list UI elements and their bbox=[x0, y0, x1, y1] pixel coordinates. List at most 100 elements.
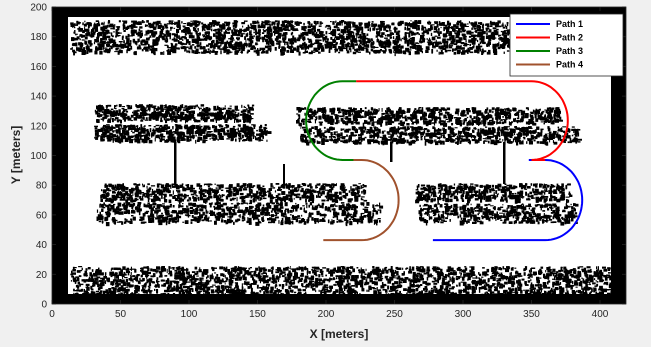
obstacle-blob bbox=[378, 278, 383, 282]
obstacle-blob bbox=[352, 268, 355, 273]
obstacle-blob bbox=[217, 21, 221, 24]
obstacle-blob bbox=[72, 295, 76, 298]
obstacle-blob bbox=[315, 49, 319, 52]
obstacle-blob bbox=[440, 45, 444, 49]
obstacle-blob bbox=[212, 49, 215, 53]
obstacle-blob bbox=[307, 25, 311, 29]
obstacle-blob bbox=[303, 267, 305, 270]
obstacle-blob bbox=[157, 25, 162, 29]
obstacle-blob bbox=[174, 299, 177, 302]
obstacle-blob bbox=[281, 271, 286, 274]
obstacle-blob bbox=[132, 31, 135, 36]
obstacle-blob bbox=[295, 268, 298, 270]
obstacle-blob bbox=[596, 281, 599, 283]
obstacle-blob bbox=[207, 26, 211, 31]
obstacle-blob bbox=[393, 51, 395, 53]
obstacle-blob bbox=[424, 269, 426, 272]
obstacle-blob bbox=[127, 33, 130, 38]
obstacle-blob bbox=[277, 297, 281, 301]
obstacle-blob bbox=[590, 296, 593, 298]
obstacle-blob bbox=[216, 294, 221, 297]
obstacle-blob bbox=[391, 276, 394, 279]
obstacle-blob bbox=[194, 266, 198, 270]
obstacle-blob bbox=[486, 51, 491, 55]
obstacle-blob bbox=[285, 35, 287, 39]
obstacle-blob bbox=[480, 49, 482, 52]
obstacle-blob bbox=[472, 286, 475, 288]
obstacle-blob bbox=[417, 27, 420, 31]
obstacle-blob bbox=[231, 295, 235, 299]
obstacle-blob bbox=[297, 288, 301, 291]
obstacle-blob bbox=[200, 299, 204, 302]
obstacle-blob bbox=[244, 297, 248, 300]
obstacle-blob bbox=[552, 275, 557, 277]
obstacle-blob bbox=[338, 279, 340, 283]
obstacle-blob bbox=[449, 31, 452, 34]
obstacle-blob bbox=[172, 267, 175, 270]
obstacle-blob bbox=[324, 26, 327, 28]
obstacle-blob bbox=[161, 35, 165, 40]
obstacle-blob bbox=[534, 299, 537, 301]
obstacle-blob bbox=[485, 295, 488, 298]
obstacle-blob bbox=[117, 280, 121, 283]
obstacle-blob bbox=[531, 274, 533, 278]
obstacle-blob bbox=[536, 289, 540, 293]
obstacle-blob bbox=[181, 275, 186, 278]
obstacle-blob bbox=[353, 290, 357, 293]
obstacle-blob bbox=[293, 291, 297, 294]
obstacle-blob bbox=[80, 35, 84, 38]
obstacle-blob bbox=[313, 49, 317, 51]
obstacle-blob bbox=[253, 272, 256, 274]
obstacle-blob bbox=[387, 278, 391, 283]
obstacle-blob bbox=[389, 32, 394, 35]
obstacle-blob bbox=[278, 27, 283, 31]
obstacle-blob bbox=[549, 266, 551, 269]
obstacle-blob bbox=[247, 24, 250, 29]
obstacle-blob bbox=[111, 24, 115, 28]
obstacle-blob bbox=[469, 51, 474, 54]
obstacle-blob bbox=[75, 276, 79, 278]
obstacle-blob bbox=[287, 45, 289, 48]
obstacle-blob bbox=[143, 284, 145, 288]
obstacle-blob bbox=[168, 268, 170, 273]
obstacle-blob bbox=[346, 34, 350, 36]
obstacle-blob bbox=[224, 286, 227, 289]
obstacle-blob bbox=[250, 34, 253, 36]
obstacle-blob bbox=[460, 281, 464, 283]
obstacle-blob bbox=[322, 39, 324, 42]
obstacle-blob bbox=[448, 43, 450, 48]
obstacle-blob bbox=[169, 281, 173, 286]
obstacle-blob bbox=[209, 275, 214, 280]
obstacle-blob bbox=[184, 298, 189, 300]
obstacle-blob bbox=[384, 267, 387, 271]
obstacle-blob bbox=[119, 32, 122, 34]
obstacle-blob bbox=[380, 295, 383, 300]
obstacle-blob bbox=[604, 276, 608, 281]
obstacle-blob bbox=[184, 37, 187, 40]
obstacle-blob bbox=[368, 285, 372, 290]
obstacle-blob bbox=[609, 288, 613, 290]
obstacle-blob bbox=[247, 299, 249, 302]
obstacle-blob bbox=[499, 39, 502, 40]
obstacle-blob bbox=[120, 42, 122, 45]
obstacle-blob bbox=[257, 299, 261, 303]
obstacle-blob bbox=[134, 269, 137, 273]
obstacle-blob bbox=[196, 33, 199, 36]
obstacle-blob bbox=[507, 41, 511, 46]
obstacle-blob bbox=[428, 298, 431, 300]
obstacle-blob bbox=[360, 269, 363, 273]
obstacle-blob bbox=[82, 34, 86, 38]
obstacle-blob bbox=[340, 39, 344, 44]
obstacle-blob bbox=[317, 47, 319, 49]
obstacle-blob bbox=[507, 39, 509, 43]
obstacle-blob bbox=[377, 276, 382, 278]
obstacle-blob bbox=[359, 26, 364, 30]
obstacle-blob bbox=[523, 272, 526, 276]
obstacle-blob bbox=[569, 278, 571, 280]
obstacle-blob bbox=[115, 47, 118, 51]
obstacle-blob bbox=[263, 279, 267, 284]
obstacle-blob bbox=[162, 38, 166, 41]
obstacle-blob bbox=[437, 294, 440, 297]
obstacle-blob bbox=[216, 276, 221, 279]
obstacle-blob bbox=[335, 42, 338, 45]
